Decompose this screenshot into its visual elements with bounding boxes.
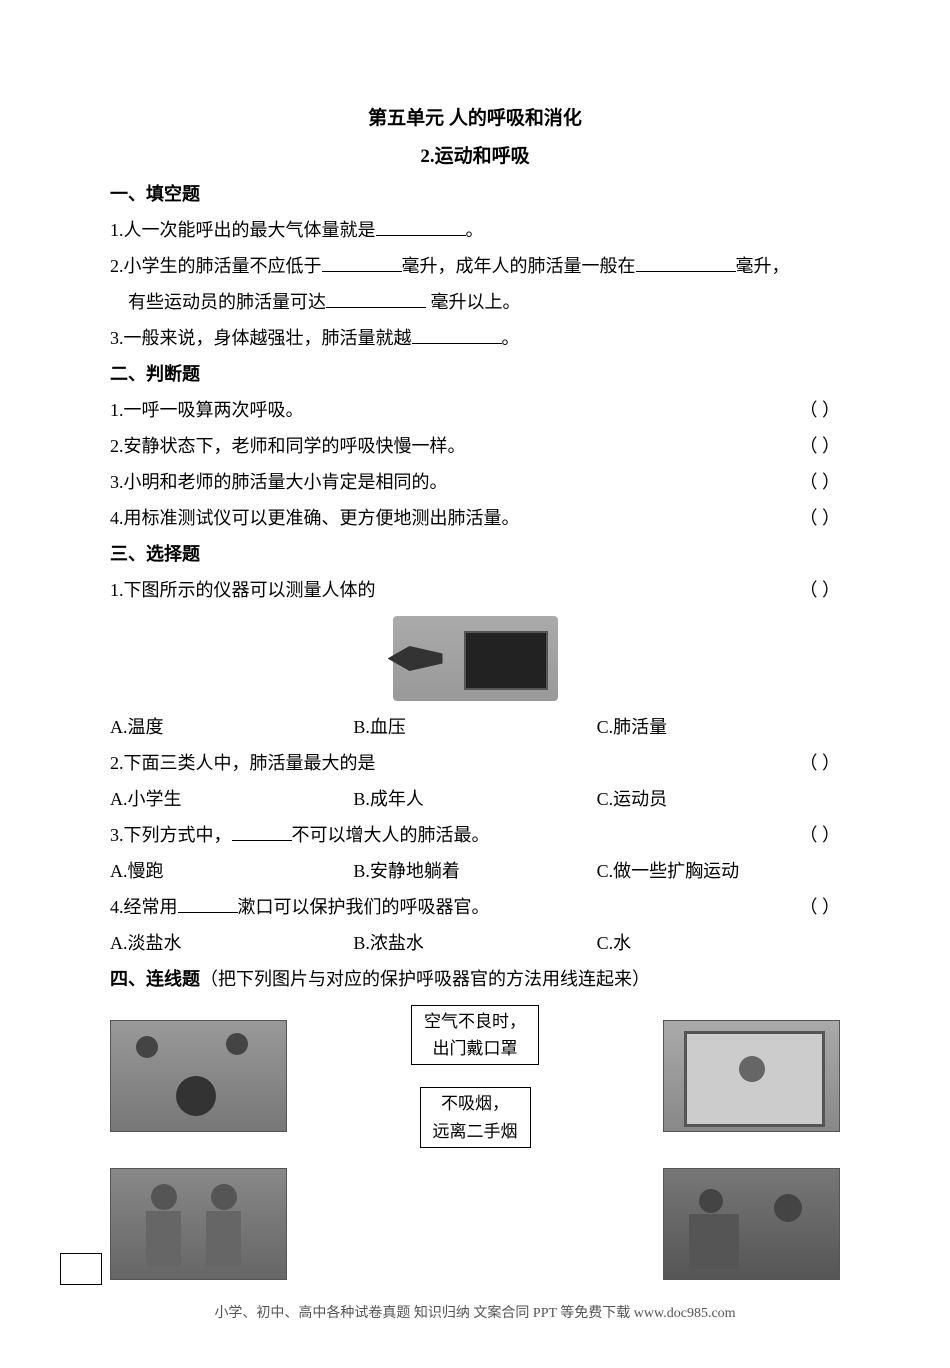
lesson-title: 2.运动和呼吸 [110, 138, 840, 176]
mc-q1: 1.下图所示的仪器可以测量人体的 （ ） [110, 572, 840, 608]
option[interactable]: A.小学生 [110, 781, 353, 817]
blank[interactable] [376, 217, 466, 236]
mc-q4-opts: A.淡盐水 B.浓盐水 C.水 [110, 925, 840, 961]
option[interactable]: A.慢跑 [110, 853, 353, 889]
line: 远离二手烟 [433, 1118, 518, 1145]
text: 有些运动员的肺活量可达 [128, 292, 326, 312]
judge-item: 3.小明和老师的肺活量大小肯定是相同的。 （ ） [110, 464, 840, 500]
text-wrap: 3.下列方式中， 不可以增大人的肺活最。 [110, 817, 490, 853]
blank[interactable] [178, 894, 238, 913]
paren-blank[interactable]: （ ） [800, 889, 841, 925]
option[interactable]: A.淡盐水 [110, 925, 353, 961]
device-image [110, 616, 840, 701]
section4-heading: 四、连线题 [110, 969, 200, 989]
judge-item: 1.一呼一吸算两次呼吸。 （ ） [110, 392, 840, 428]
text: 毫升，成年人的肺活量一般在 [402, 256, 636, 276]
option[interactable]: B.浓盐水 [353, 925, 596, 961]
text: 3.下列方式中， [110, 825, 232, 845]
empty-box [60, 1253, 102, 1285]
text: 3.小明和老师的肺活量大小肯定是相同的。 [110, 464, 448, 500]
text: 不可以增大人的肺活最。 [292, 825, 490, 845]
mid-boxes: 空气不良时， 出门戴口罩 不吸烟， 远离二手烟 [411, 1005, 539, 1148]
option[interactable]: C.做一些扩胸运动 [597, 853, 840, 889]
paren-blank[interactable]: （ ） [800, 500, 841, 536]
paren-blank[interactable]: （ ） [800, 392, 841, 428]
q1-3: 3.一般来说，身体越强壮，肺活量就越 。 [110, 320, 840, 356]
mc-q2-opts: A.小学生 B.成年人 C.运动员 [110, 781, 840, 817]
picture-soccer[interactable] [110, 1020, 287, 1132]
mc-q3-opts: A.慢跑 B.安静地躺着 C.做一些扩胸运动 [110, 853, 840, 889]
line: 不吸烟， [433, 1090, 518, 1117]
option[interactable]: A.温度 [110, 709, 353, 745]
paren-blank[interactable]: （ ） [800, 745, 841, 781]
match-row-2 [110, 1168, 840, 1280]
option[interactable]: B.安静地躺着 [353, 853, 596, 889]
text: 2.下面三类人中，肺活量最大的是 [110, 745, 376, 781]
picture-smoke[interactable] [663, 1168, 840, 1280]
blank[interactable] [232, 822, 292, 841]
text: 4.经常用 [110, 897, 178, 917]
text: 4.用标准测试仪可以更准确、更方便地测出肺活量。 [110, 500, 520, 536]
text: 1.一呼一吸算两次呼吸。 [110, 392, 304, 428]
text-wrap: 4.经常用 漱口可以保护我们的呼吸器官。 [110, 889, 490, 925]
paren-blank[interactable]: （ ） [800, 817, 841, 853]
line: 出门戴口罩 [424, 1035, 526, 1062]
section4-heading-line: 四、连线题（把下列图片与对应的保护呼吸器官的方法用线连起来） [110, 961, 840, 997]
option[interactable]: B.成年人 [353, 781, 596, 817]
unit-title: 第五单元 人的呼吸和消化 [110, 100, 840, 138]
mc-q2: 2.下面三类人中，肺活量最大的是 （ ） [110, 745, 840, 781]
picture-girls[interactable] [110, 1168, 287, 1280]
blank[interactable] [412, 325, 502, 344]
blank[interactable] [326, 289, 426, 308]
match-row-1: 空气不良时， 出门戴口罩 不吸烟， 远离二手烟 [110, 1005, 840, 1148]
option[interactable]: B.血压 [353, 709, 596, 745]
mc-q4: 4.经常用 漱口可以保护我们的呼吸器官。 （ ） [110, 889, 840, 925]
mc-q3: 3.下列方式中， 不可以增大人的肺活最。 （ ） [110, 817, 840, 853]
text: 。 [466, 220, 484, 240]
section3-heading: 三、选择题 [110, 536, 840, 572]
line: 空气不良时， [424, 1008, 526, 1035]
spirometer-icon [393, 616, 558, 701]
match-text-smoke[interactable]: 不吸烟， 远离二手烟 [420, 1087, 531, 1147]
option[interactable]: C.肺活量 [597, 709, 840, 745]
match-text-mask[interactable]: 空气不良时， 出门戴口罩 [411, 1005, 539, 1065]
section4-sub: （把下列图片与对应的保护呼吸器官的方法用线连起来） [200, 969, 650, 989]
section2-heading: 二、判断题 [110, 356, 840, 392]
judge-item: 2.安静状态下，老师和同学的呼吸快慢一样。 （ ） [110, 428, 840, 464]
text: 毫升， [736, 256, 790, 276]
mc-q1-opts: A.温度 B.血压 C.肺活量 [110, 709, 840, 745]
option[interactable]: C.运动员 [597, 781, 840, 817]
text: 1.人一次能呼出的最大气体量就是 [110, 220, 376, 240]
paren-blank[interactable]: （ ） [800, 428, 841, 464]
text: 2.小学生的肺活量不应低于 [110, 256, 322, 276]
q1-2b: 有些运动员的肺活量可达 毫升以上。 [110, 284, 840, 320]
option[interactable]: C.水 [597, 925, 840, 961]
paren-blank[interactable]: （ ） [800, 572, 841, 608]
footer-text: 小学、初中、高中各种试卷真题 知识归纳 文案合同 PPT 等免费下载 www.d… [110, 1300, 840, 1328]
text: 3.一般来说，身体越强壮，肺活量就越 [110, 328, 412, 348]
blank[interactable] [322, 253, 402, 272]
text: 毫升以上。 [426, 292, 521, 312]
text: 1.下图所示的仪器可以测量人体的 [110, 572, 376, 608]
q1-1: 1.人一次能呼出的最大气体量就是 。 [110, 212, 840, 248]
text: 。 [502, 328, 520, 348]
blank[interactable] [636, 253, 736, 272]
paren-blank[interactable]: （ ） [800, 464, 841, 500]
q1-2: 2.小学生的肺活量不应低于 毫升，成年人的肺活量一般在 毫升， [110, 248, 840, 284]
text: 2.安静状态下，老师和同学的呼吸快慢一样。 [110, 428, 466, 464]
text: 漱口可以保护我们的呼吸器官。 [238, 897, 490, 917]
section1-heading: 一、填空题 [110, 176, 840, 212]
judge-item: 4.用标准测试仪可以更准确、更方便地测出肺活量。 （ ） [110, 500, 840, 536]
matching-area: 空气不良时， 出门戴口罩 不吸烟， 远离二手烟 [110, 1005, 840, 1280]
picture-window[interactable] [663, 1020, 840, 1132]
